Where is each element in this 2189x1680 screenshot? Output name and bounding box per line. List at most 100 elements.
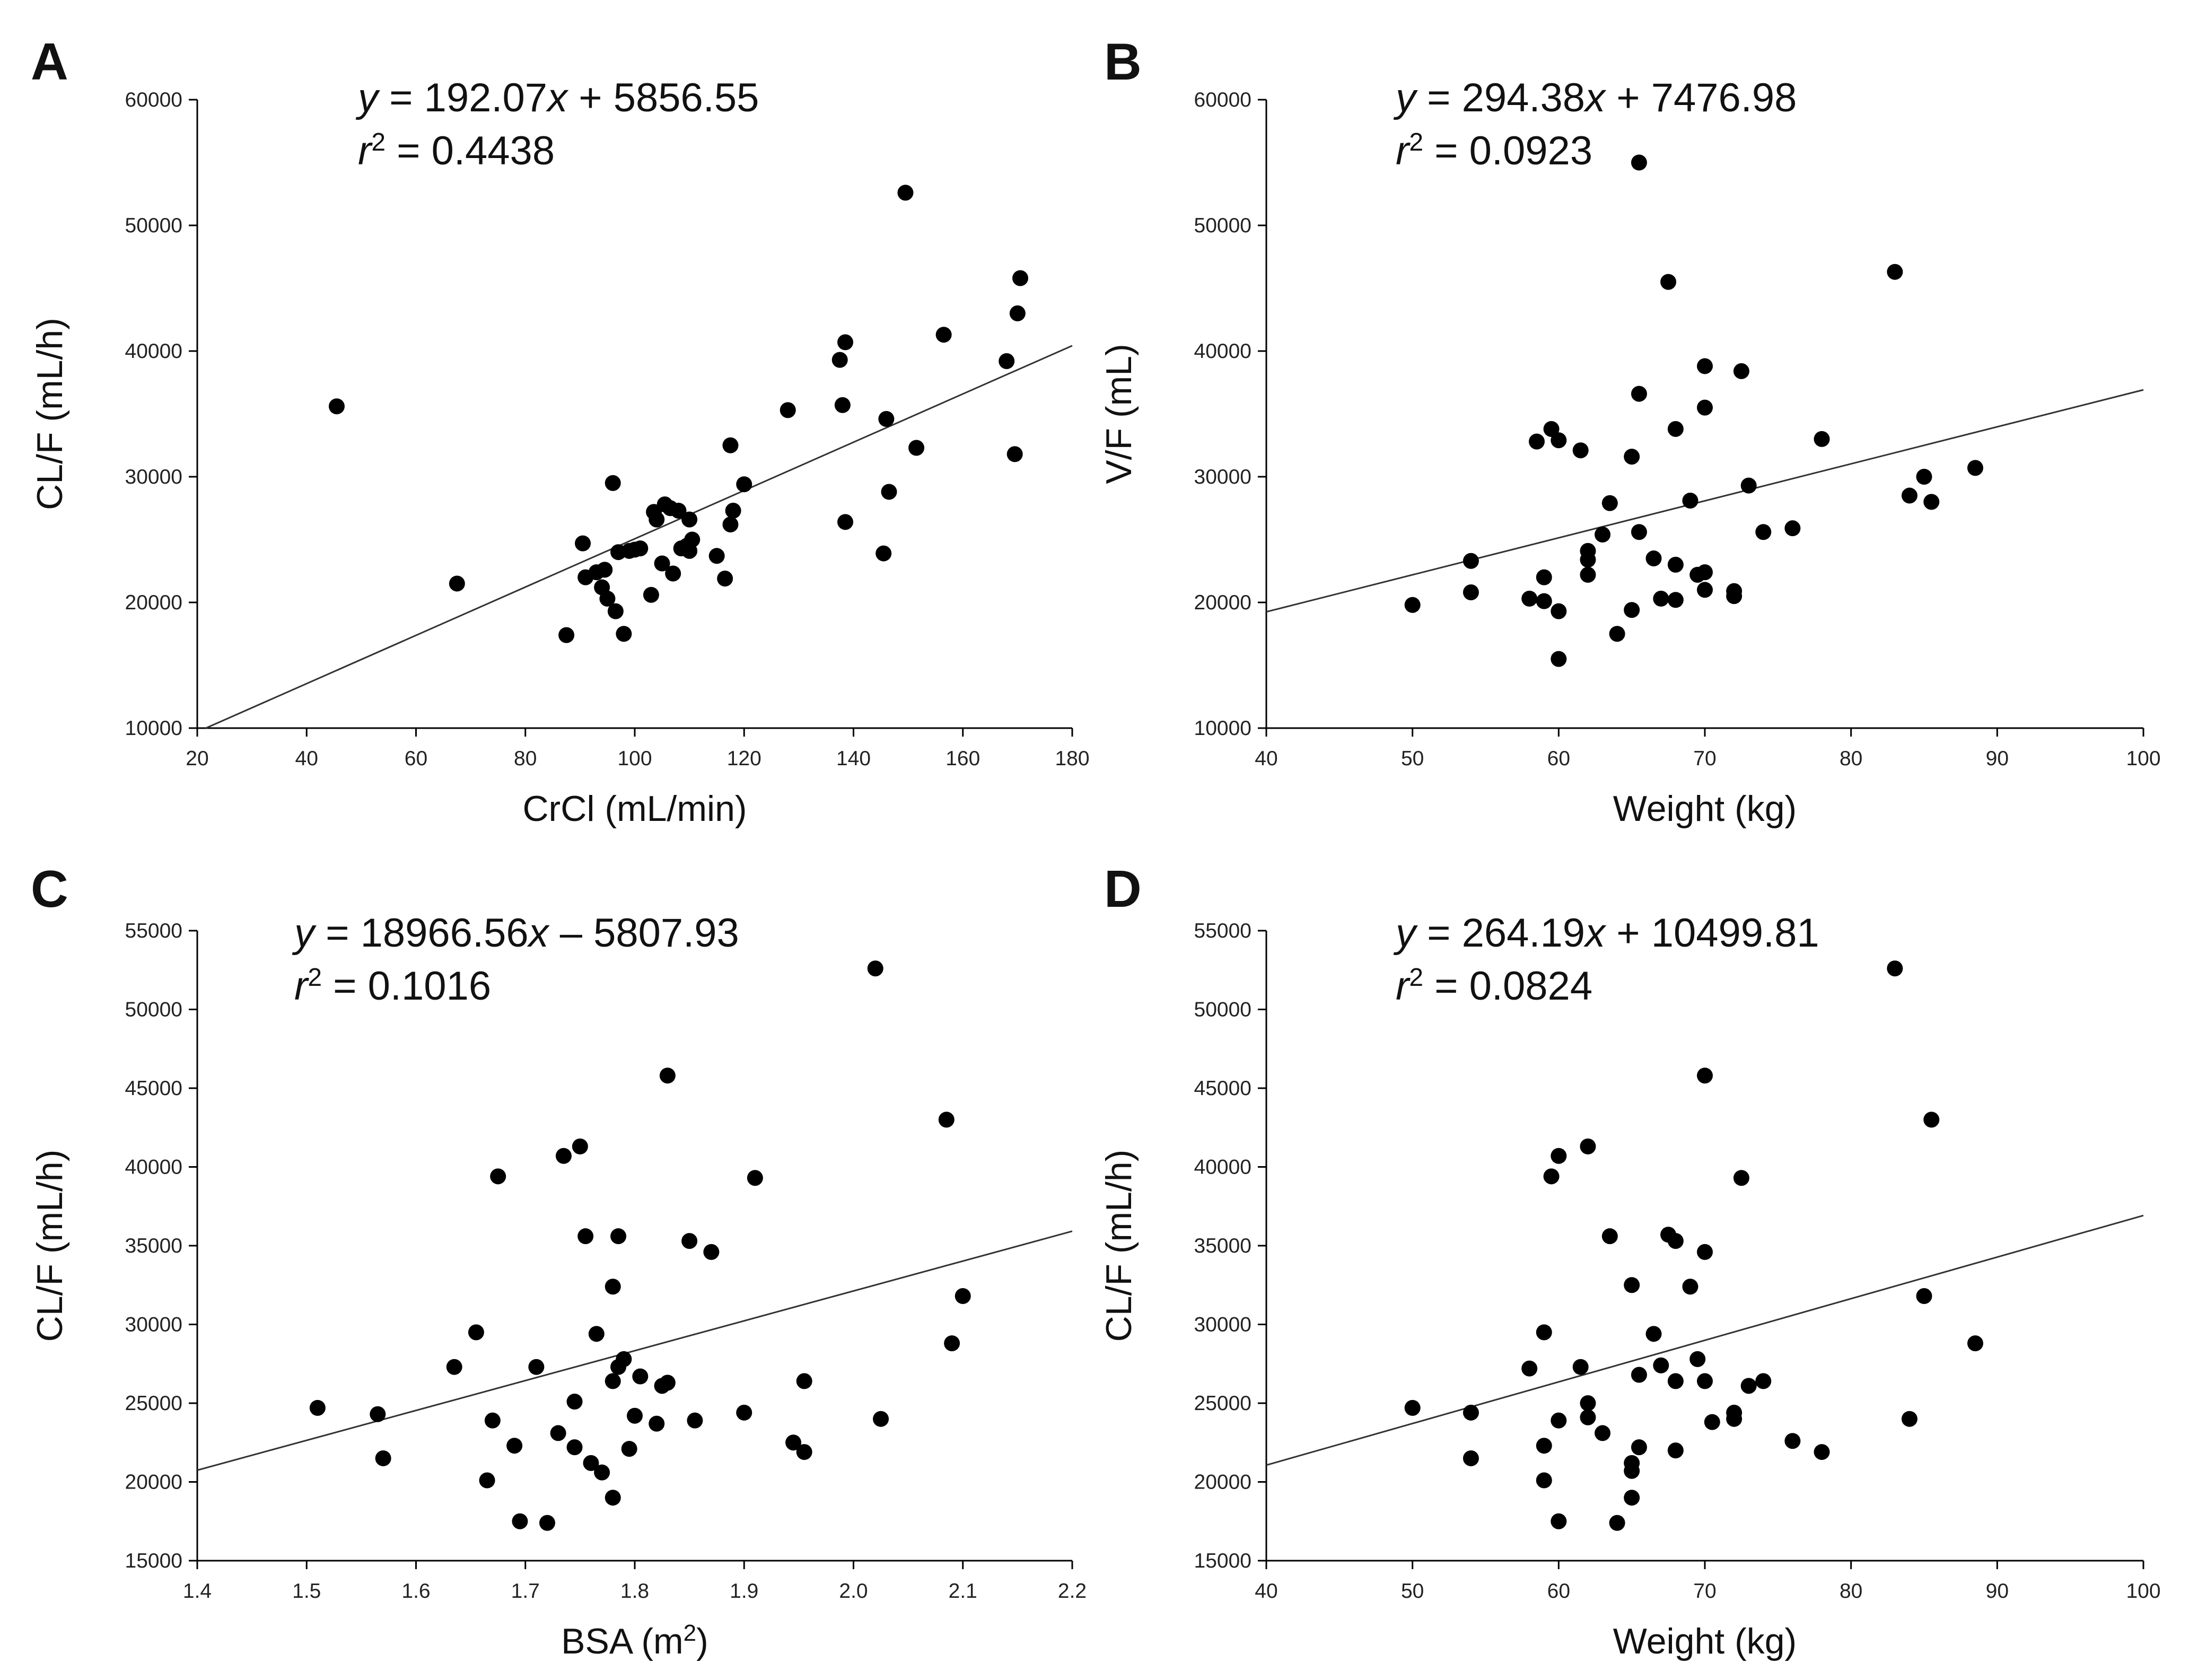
y-tick-label: 50000	[1194, 999, 1251, 1021]
data-point	[1624, 602, 1640, 618]
data-point	[834, 397, 851, 413]
data-point	[1645, 550, 1662, 567]
x-tick-label: 60	[1547, 1580, 1570, 1603]
data-point	[873, 1411, 889, 1427]
data-point	[837, 514, 854, 530]
data-point	[479, 1472, 495, 1489]
data-point	[605, 1373, 621, 1389]
data-point	[1624, 1455, 1640, 1471]
x-tick-label: 80	[1840, 747, 1862, 770]
data-point	[566, 1439, 583, 1456]
data-point	[1572, 442, 1589, 459]
data-point	[1551, 1148, 1567, 1164]
data-point	[607, 603, 624, 619]
data-point	[1601, 495, 1618, 511]
y-axis-title: V/F (mL)	[1099, 344, 1139, 484]
data-point	[1697, 1068, 1713, 1084]
data-point	[597, 562, 613, 578]
data-point	[1755, 524, 1772, 540]
panel-a: A 10000 20000 30000 40000 50000 60000 20 40 60 80 1…	[30, 32, 1090, 829]
data-point	[708, 548, 725, 564]
data-point	[687, 1412, 703, 1429]
y-tick-label: 55000	[125, 920, 182, 942]
data-point	[1726, 1411, 1743, 1427]
y-tick-label: 40000	[1194, 1156, 1251, 1179]
data-point	[490, 1168, 506, 1185]
data-point	[577, 1228, 594, 1245]
data-point	[1580, 566, 1596, 583]
data-point	[1667, 1442, 1684, 1459]
y-tick-label: 20000	[125, 591, 182, 614]
data-point	[1012, 270, 1029, 286]
data-point	[785, 1434, 802, 1451]
data-point	[867, 960, 883, 977]
data-point	[1551, 651, 1567, 667]
data-point	[572, 1138, 588, 1154]
panel-letter: B	[1104, 32, 1142, 91]
data-point	[1624, 449, 1640, 465]
y-tick-label: 45000	[125, 1077, 182, 1100]
data-point	[1689, 1351, 1706, 1367]
data-point	[1923, 494, 1940, 510]
x-tick-label: 50	[1401, 1580, 1424, 1603]
data-point	[881, 484, 897, 500]
x-tick-label: 80	[1840, 1580, 1862, 1603]
data-point	[632, 540, 649, 557]
regression-equation: y = 18966.56x – 5807.93	[292, 911, 739, 956]
data-point	[1543, 1168, 1560, 1185]
y-axis-title: CL/F (mL/h)	[30, 1150, 70, 1342]
panel-letter: C	[31, 860, 68, 918]
data-point	[1755, 1373, 1772, 1389]
data-point	[1551, 603, 1567, 619]
y-tick-label: 50000	[125, 999, 182, 1021]
r-squared: r2 = 0.0824	[1396, 964, 1592, 1009]
y-tick-label: 20000	[125, 1471, 182, 1494]
y-tick-label: 15000	[1194, 1550, 1251, 1572]
data-point	[1463, 553, 1479, 569]
x-tick-label: 1.4	[183, 1580, 212, 1603]
data-point	[681, 511, 698, 528]
x-tick-label: 2.1	[949, 1580, 977, 1603]
data-point	[1704, 1414, 1720, 1430]
regression-line	[1266, 389, 2144, 613]
data-point	[375, 1450, 391, 1466]
data-point	[1463, 1404, 1479, 1421]
x-tick-label: 40	[295, 747, 318, 770]
data-point	[1580, 1138, 1596, 1154]
x-tick-label: 1.7	[511, 1580, 540, 1603]
data-point	[446, 1359, 462, 1375]
x-tick-label: 60	[1547, 747, 1570, 770]
data-point	[328, 398, 345, 415]
data-point	[1006, 446, 1023, 462]
x-tick-label: 2.0	[839, 1580, 868, 1603]
y-tick-label: 50000	[1194, 214, 1251, 237]
data-point	[555, 1148, 572, 1164]
x-tick-label: 90	[1986, 1580, 2009, 1603]
x-tick-label: 180	[1055, 747, 1089, 770]
data-point	[1887, 960, 1903, 977]
data-point	[1543, 421, 1560, 437]
y-tick-label: 30000	[125, 1314, 182, 1336]
data-point	[550, 1425, 566, 1441]
panel-d: D 15000 20000 25000 30000 35000 40000 45000 5000…	[1099, 860, 2161, 1661]
data-point	[1528, 433, 1545, 450]
y-tick-label: 40000	[125, 1156, 182, 1179]
x-axis-title: Weight (kg)	[1613, 1621, 1797, 1661]
y-tick-label: 15000	[125, 1550, 182, 1572]
regression-equation: y = 264.19x + 10499.81	[1393, 911, 1819, 956]
y-axis-title: CL/F (mL/h)	[1099, 1150, 1139, 1342]
x-tick-label: 20	[186, 747, 208, 770]
data-point	[1536, 1324, 1552, 1341]
data-point	[1733, 1170, 1749, 1186]
data-point	[1726, 588, 1743, 605]
regression-line	[1266, 1214, 2144, 1466]
data-point	[468, 1324, 484, 1341]
x-axis-title: BSA (m2)	[561, 1620, 708, 1662]
data-point	[1697, 1244, 1713, 1260]
data-point	[627, 1407, 643, 1424]
data-point	[796, 1444, 812, 1460]
x-tick-label: 140	[836, 747, 871, 770]
y-tick-label: 35000	[125, 1235, 182, 1257]
data-point	[1631, 154, 1647, 171]
